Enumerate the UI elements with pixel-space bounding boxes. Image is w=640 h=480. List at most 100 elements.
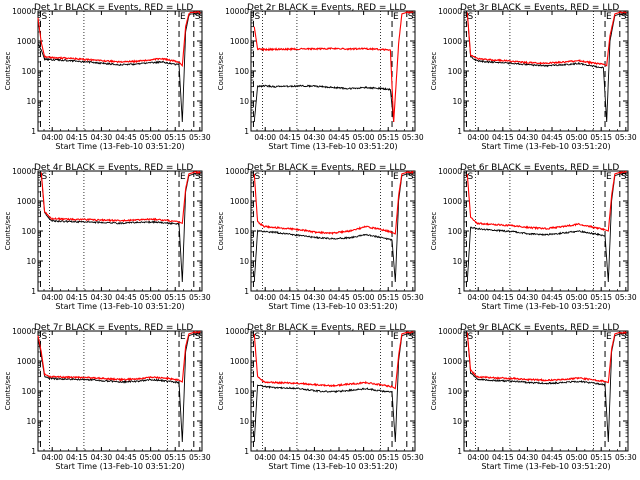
marker-label: E: [606, 12, 612, 22]
marker-label: S: [195, 332, 201, 342]
x-axis-label: Start Time (13-Feb-10 03:51:20): [55, 142, 184, 151]
x-axis-label: Start Time (13-Feb-10 03:51:20): [55, 302, 184, 311]
y-axis-label: Counts/sec: [4, 52, 12, 91]
x-tick-label: 04:45: [115, 293, 137, 302]
y-tick-label: 1: [244, 447, 249, 456]
x-tick-label: 04:30: [91, 133, 113, 142]
marker-label: E: [393, 332, 399, 342]
panel-2: Det 2r BLACK = Events, RED = LLD 1 10 100 10…: [217, 3, 424, 151]
marker-label: S: [467, 12, 473, 22]
x-tick-label: 04:00: [467, 133, 489, 142]
marker-label: S: [195, 12, 201, 22]
y-tick-label: 1000: [230, 197, 249, 206]
panel-title: Det 2r BLACK = Events, RED = LLD: [247, 3, 406, 13]
x-tick-label: 05:30: [189, 133, 211, 142]
x-tick-label: 05:00: [140, 453, 162, 462]
marker-label: S: [41, 12, 47, 22]
y-axis-label: Counts/sec: [430, 52, 438, 91]
panel-4: Det 4r BLACK = Events, RED = LLD 1 10 100 10…: [4, 163, 211, 311]
x-tick-label: 04:15: [66, 293, 88, 302]
y-axis-label: Counts/sec: [4, 212, 12, 251]
panel-title: Det 8r BLACK = Events, RED = LLD: [247, 323, 406, 333]
series-lld-line: [37, 330, 201, 383]
series-events-line: [253, 172, 414, 283]
x-tick-label: 04:15: [66, 453, 88, 462]
series-events-line: [40, 172, 201, 283]
series-lld-line: [253, 170, 414, 236]
panel-9: Det 9r BLACK = Events, RED = LLD 1 10 100 10…: [430, 323, 637, 471]
marker-label: S: [254, 12, 260, 22]
y-axis-label: Counts/sec: [4, 372, 12, 411]
x-tick-label: 05:15: [377, 133, 399, 142]
panel-title: Det 7r BLACK = Events, RED = LLD: [34, 323, 193, 333]
y-tick-label: 10: [26, 257, 36, 266]
marker-label: S: [467, 332, 473, 342]
marker-label: S: [408, 172, 414, 182]
series-events-line: [37, 332, 201, 443]
x-tick-label: 04:45: [541, 453, 563, 462]
x-tick-label: 04:00: [254, 453, 276, 462]
y-tick-label: 10: [452, 417, 462, 426]
marker-label: S: [41, 172, 47, 182]
x-tick-label: 05:15: [590, 453, 612, 462]
y-tick-label: 10000: [225, 327, 249, 336]
series-lld-line: [253, 10, 414, 123]
x-tick-label: 05:15: [590, 133, 612, 142]
panel-5: Det 5r BLACK = Events, RED = LLD 1 10 100 10…: [217, 163, 424, 311]
panel-8: Det 8r BLACK = Events, RED = LLD 1 10 100 10…: [217, 323, 424, 471]
y-tick-label: 100: [448, 67, 463, 76]
marker-label: E: [180, 172, 186, 182]
x-tick-label: 04:15: [492, 133, 514, 142]
y-tick-label: 10000: [438, 7, 462, 16]
x-tick-label: 04:30: [91, 453, 113, 462]
y-tick-label: 1000: [443, 197, 462, 206]
panel-title: Det 5r BLACK = Events, RED = LLD: [247, 163, 406, 173]
y-tick-label: 10000: [12, 167, 36, 176]
y-tick-label: 10000: [225, 7, 249, 16]
marker-label: E: [393, 172, 399, 182]
y-axis-label: Counts/sec: [217, 372, 225, 411]
y-tick-label: 1: [31, 287, 36, 296]
x-tick-label: 04:45: [328, 133, 350, 142]
x-tick-label: 05:30: [189, 453, 211, 462]
y-tick-label: 10: [26, 97, 36, 106]
y-tick-label: 1: [244, 287, 249, 296]
x-tick-label: 05:30: [615, 293, 637, 302]
x-tick-label: 04:30: [91, 293, 113, 302]
marker-label: S: [41, 332, 47, 342]
marker-label: S: [621, 12, 627, 22]
y-tick-label: 1000: [443, 37, 462, 46]
marker-label: E: [180, 332, 186, 342]
x-tick-label: 04:15: [66, 133, 88, 142]
marker-label: S: [621, 332, 627, 342]
x-axis-label: Start Time (13-Feb-10 03:51:20): [268, 302, 397, 311]
marker-label: E: [606, 172, 612, 182]
x-tick-label: 05:00: [140, 293, 162, 302]
x-tick-label: 04:45: [115, 453, 137, 462]
y-tick-label: 100: [22, 227, 37, 236]
panel-title: Det 3r BLACK = Events, RED = LLD: [460, 3, 619, 13]
x-tick-label: 05:30: [402, 293, 424, 302]
x-tick-label: 05:00: [566, 133, 588, 142]
y-axis-label: Counts/sec: [217, 52, 225, 91]
y-tick-label: 1000: [443, 357, 462, 366]
x-axis-label: Start Time (13-Feb-10 03:51:20): [55, 462, 184, 471]
x-tick-label: 05:00: [566, 453, 588, 462]
x-tick-label: 04:30: [517, 453, 539, 462]
plot-frame: [37, 170, 203, 292]
x-tick-label: 04:15: [279, 293, 301, 302]
y-axis-label: Counts/sec: [430, 212, 438, 251]
x-tick-label: 04:45: [328, 293, 350, 302]
series-events-line: [37, 12, 201, 123]
marker-label: S: [621, 172, 627, 182]
y-tick-label: 1: [457, 447, 462, 456]
x-tick-label: 05:15: [164, 293, 186, 302]
x-tick-label: 04:45: [328, 453, 350, 462]
x-tick-label: 05:15: [590, 293, 612, 302]
x-axis-label: Start Time (13-Feb-10 03:51:20): [481, 462, 610, 471]
x-tick-label: 05:15: [377, 453, 399, 462]
y-tick-label: 10000: [12, 327, 36, 336]
panel-6: Det 6r BLACK = Events, RED = LLD 1 10 100 10…: [430, 163, 637, 311]
y-tick-label: 100: [22, 387, 37, 396]
x-tick-label: 05:30: [615, 133, 637, 142]
